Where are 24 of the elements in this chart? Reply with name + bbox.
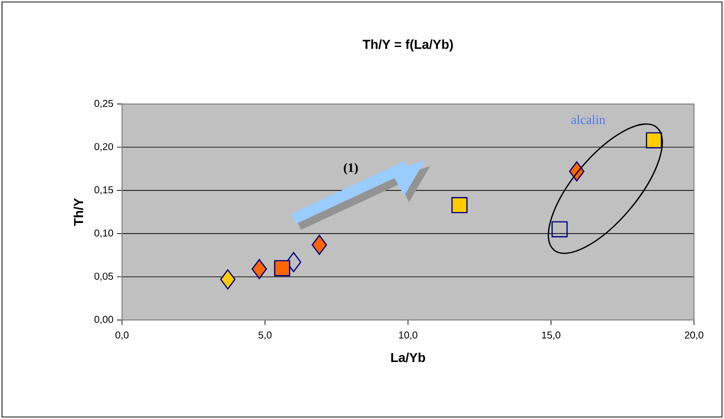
y-tick-label: 0,25 — [94, 100, 114, 108]
y-tick-label: 0,15 — [94, 186, 114, 195]
point — [451, 197, 468, 214]
y-tick-label: 0,05 — [94, 272, 114, 281]
x-tick-label: 5,0 — [258, 332, 272, 340]
annotation: alcalin — [571, 114, 606, 124]
x-tick-label: 15,0 — [542, 332, 560, 340]
point — [312, 234, 328, 255]
point — [646, 132, 662, 148]
x-tick-label: 10,0 — [399, 332, 418, 340]
x-tick-label: 0,0 — [115, 332, 129, 340]
x-axis-title: La/Yb — [391, 352, 426, 362]
y-tick-label: 0,00 — [94, 316, 114, 324]
x-tick-label: 20,0 — [684, 332, 704, 340]
point — [286, 252, 302, 272]
y-axis-title: Th/Y — [74, 198, 84, 226]
y-tick-label: 0,20 — [94, 143, 114, 152]
point — [252, 258, 267, 280]
point — [274, 260, 290, 276]
annotation: (1) — [344, 162, 358, 175]
point — [552, 221, 568, 238]
chart-title: Th/Y = f(La/Yb) — [362, 39, 453, 52]
y-tick-label: 0,10 — [94, 229, 114, 238]
point — [220, 269, 236, 290]
